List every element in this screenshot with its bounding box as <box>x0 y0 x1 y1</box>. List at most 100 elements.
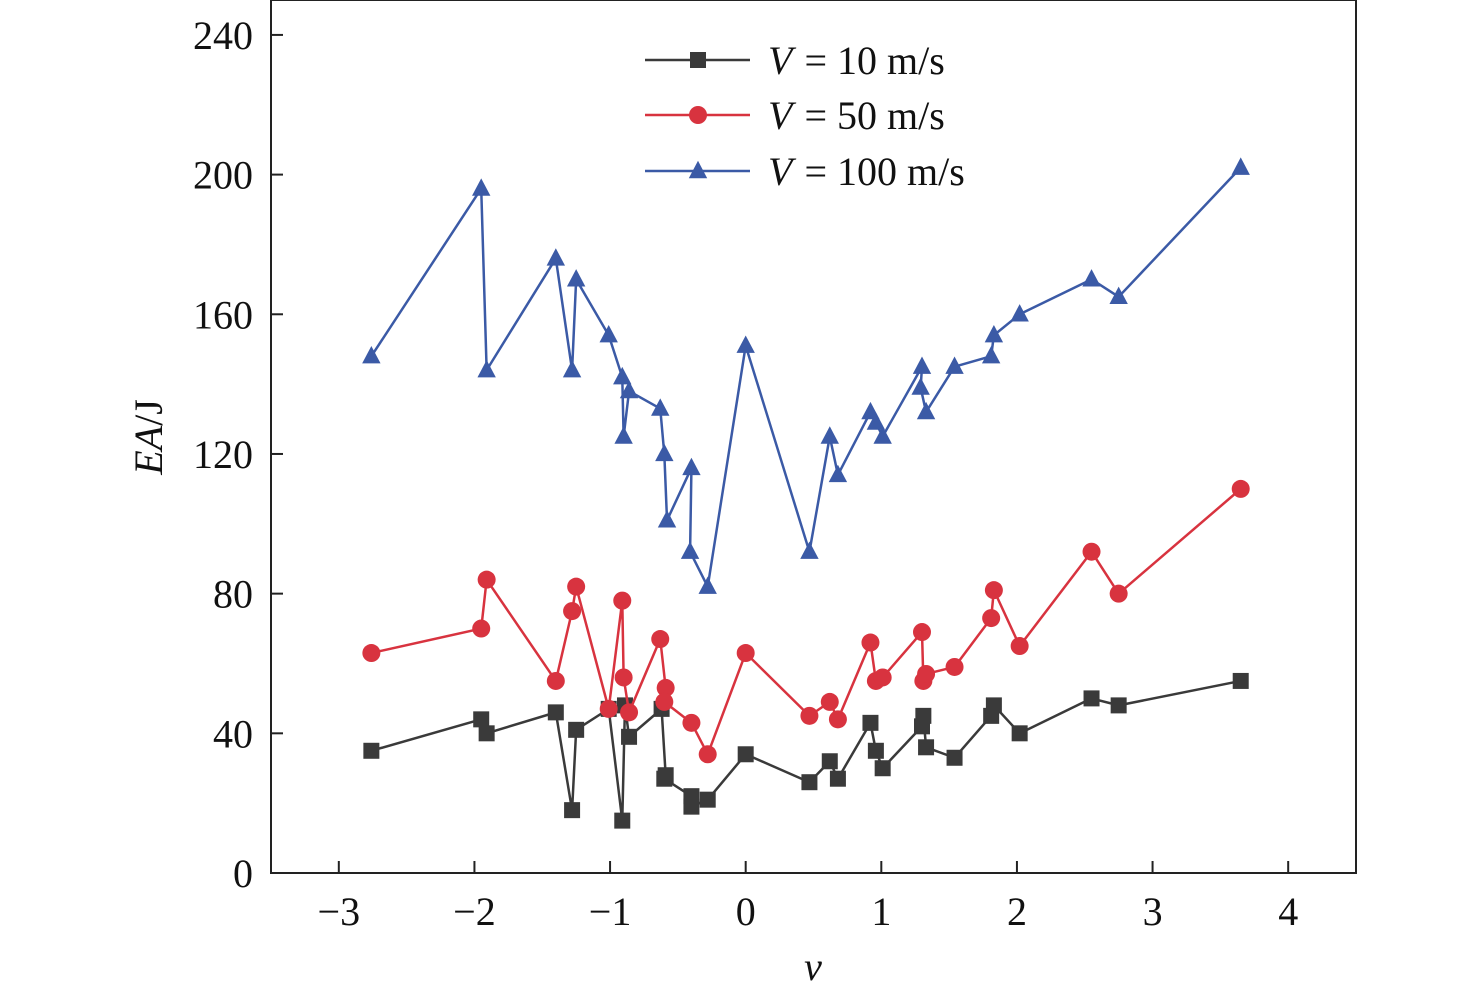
data-point <box>546 671 565 690</box>
legend-value: = 100 m/s <box>804 149 964 194</box>
data-point <box>620 703 639 722</box>
data-point <box>1011 725 1028 742</box>
data-point <box>472 619 491 638</box>
data-point <box>917 664 936 683</box>
data-point <box>472 178 491 196</box>
x-tick-label: 0 <box>736 889 756 934</box>
x-tick-label: −3 <box>318 889 361 934</box>
data-point <box>736 644 755 663</box>
data-point <box>651 398 670 416</box>
data-point <box>698 576 717 594</box>
data-point <box>801 774 818 791</box>
legend-marker <box>688 160 708 179</box>
y-tick-label: 120 <box>193 432 253 477</box>
data-point <box>656 770 673 787</box>
data-point <box>682 457 701 476</box>
data-point <box>861 633 880 652</box>
data-point <box>828 464 848 483</box>
legend-entry: V = 100 m/s <box>645 149 965 194</box>
data-point <box>567 577 586 596</box>
data-point <box>683 798 700 815</box>
data-point <box>655 443 674 462</box>
data-point <box>614 426 633 444</box>
series-3 <box>362 157 1250 594</box>
data-point <box>1109 584 1128 603</box>
y-axis-title-symbol: EA <box>126 425 171 475</box>
data-point <box>546 248 566 266</box>
data-point <box>698 745 717 764</box>
data-point <box>1083 690 1100 707</box>
x-axis-title: ν <box>804 944 822 989</box>
data-point <box>945 356 964 374</box>
data-point <box>473 711 490 728</box>
data-point <box>873 668 892 687</box>
legend-entry: V = 50 m/s <box>645 93 945 138</box>
data-point <box>614 668 633 687</box>
data-point <box>478 725 495 742</box>
legend-symbol: V <box>768 93 797 138</box>
data-point <box>737 746 754 763</box>
y-tick-label: 240 <box>193 13 253 58</box>
data-point <box>477 570 496 589</box>
data-point <box>862 714 879 731</box>
data-point <box>621 728 638 745</box>
legend: V = 10 m/sV = 50 m/sV = 100 m/s <box>645 38 965 194</box>
legend-entry: V = 10 m/s <box>645 38 945 83</box>
data-point <box>657 510 677 528</box>
data-point <box>682 713 701 732</box>
y-tick-label: 40 <box>213 711 253 756</box>
data-point <box>547 704 564 721</box>
data-point <box>736 335 755 353</box>
series-1 <box>363 672 1249 829</box>
series-line <box>370 166 1242 588</box>
data-point <box>873 426 892 444</box>
series-layer <box>362 157 1250 829</box>
data-point <box>984 325 1004 343</box>
data-point <box>477 359 496 378</box>
data-point <box>913 623 931 642</box>
data-point <box>568 721 585 738</box>
data-point <box>619 380 639 399</box>
data-point <box>655 692 674 711</box>
data-point <box>562 359 582 378</box>
data-point <box>984 581 1003 600</box>
data-point <box>985 697 1002 714</box>
data-point <box>911 377 930 395</box>
data-point <box>566 269 586 287</box>
legend-value: = 50 m/s <box>804 93 944 138</box>
data-point <box>866 412 886 430</box>
legend-label: V = 10 m/s <box>768 38 945 83</box>
data-point <box>1232 672 1249 689</box>
y-tick-label: 160 <box>193 292 253 337</box>
y-tick-label: 0 <box>233 851 253 896</box>
x-tick-label: −2 <box>453 889 496 934</box>
data-point <box>820 692 839 711</box>
data-point <box>982 609 1001 628</box>
data-point <box>820 426 839 444</box>
series-2 <box>362 479 1250 764</box>
data-point <box>874 760 891 777</box>
data-point <box>1010 637 1029 656</box>
legend-label: V = 50 m/s <box>768 93 945 138</box>
x-tick-label: −1 <box>589 889 632 934</box>
data-point <box>680 541 700 559</box>
data-point <box>1010 304 1029 322</box>
data-point <box>800 706 819 725</box>
x-tick-label: 3 <box>1143 889 1163 934</box>
data-point <box>916 401 936 420</box>
series-line <box>371 679 1241 822</box>
data-point <box>821 753 838 770</box>
legend-marker <box>690 52 706 68</box>
data-point <box>613 591 632 610</box>
x-tick-label: 1 <box>871 889 891 934</box>
x-tick-label: 2 <box>1007 889 1027 934</box>
data-point <box>699 791 716 808</box>
data-point <box>614 812 631 829</box>
legend-symbol: V <box>768 38 797 83</box>
legend-marker <box>689 106 707 124</box>
data-point <box>915 707 932 724</box>
data-point <box>1109 286 1128 305</box>
axis-ticks <box>271 33 1290 874</box>
data-point <box>1110 697 1127 714</box>
